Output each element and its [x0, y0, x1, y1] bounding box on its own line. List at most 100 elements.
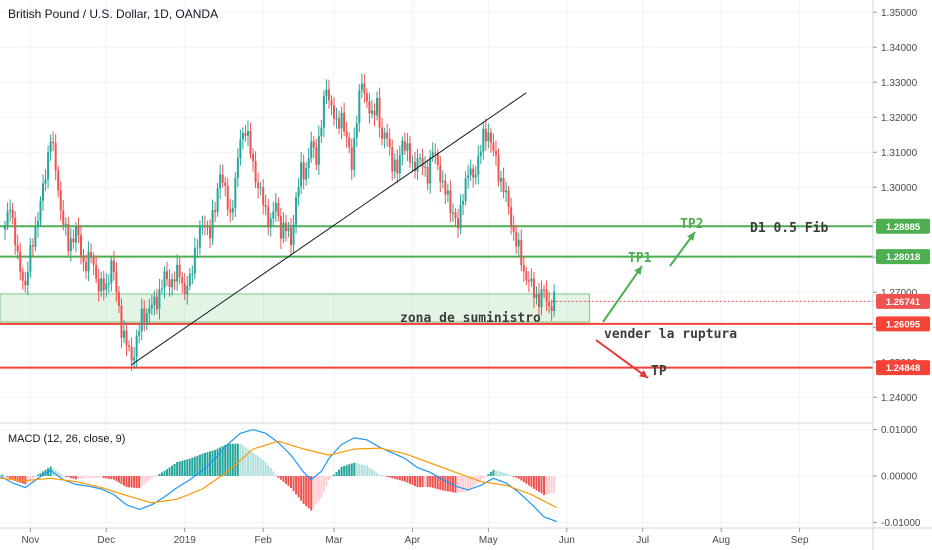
macd-histogram-bar [249, 450, 252, 476]
candle-body [107, 283, 110, 285]
macd-histogram-bar [284, 476, 287, 484]
macd-histogram-bar [95, 476, 98, 478]
macd-pane [0, 422, 932, 523]
candle-body [322, 96, 325, 128]
macd-histogram-bar [403, 476, 406, 482]
macd-histogram-bar [158, 473, 161, 476]
candle-body [191, 273, 194, 275]
macd-histogram-bar [295, 476, 298, 495]
candle-body [54, 143, 57, 171]
candle-body [95, 264, 98, 279]
macd-histogram-bar [59, 473, 62, 476]
macd-histogram-bar [388, 476, 391, 478]
candle-body [383, 132, 386, 139]
candle-body [464, 178, 467, 201]
candle-body [431, 152, 434, 157]
candle-body [479, 151, 482, 156]
macd-histogram-bar [441, 476, 444, 491]
macd-histogram-bar [424, 476, 427, 488]
candle-body [135, 335, 138, 358]
macd-histogram-bar [350, 463, 353, 476]
macd-histogram-bar [246, 449, 249, 476]
macd-tick-label: 0.00000 [881, 472, 918, 483]
candle-body [74, 226, 77, 243]
candle-body [360, 83, 363, 91]
macd-histogram-bar [36, 474, 39, 476]
annotation-d1-fib: D1 0.5 Fib [750, 221, 828, 236]
candle-body [259, 187, 262, 189]
macd-histogram-bar [120, 476, 123, 485]
macd-histogram-bar [515, 476, 518, 478]
macd-histogram-bar [520, 476, 523, 481]
macd-histogram-bar [221, 446, 224, 476]
candle-body [398, 155, 401, 174]
macd-histogram-bar [416, 476, 419, 488]
arrow-tp1 [602, 265, 643, 323]
candle-body [193, 248, 196, 274]
macd-histogram-bar [553, 476, 556, 494]
macd-histogram-bar [214, 449, 217, 476]
macd-histogram-bar [489, 471, 492, 476]
candle-body [388, 138, 391, 147]
macd-histogram-bar [426, 476, 429, 488]
macd-histogram-bar [115, 476, 118, 482]
macd-histogram-bar [540, 476, 543, 494]
macd-histogram-bar [287, 476, 290, 486]
macd-histogram-bar [219, 447, 222, 476]
macd-histogram-bar [355, 463, 358, 476]
candle-body [312, 141, 315, 148]
candle-body [505, 190, 508, 193]
arrow-tp-head [639, 370, 648, 378]
macd-histogram-bar [110, 476, 113, 480]
candle-body [168, 279, 171, 288]
candle-body [21, 271, 24, 281]
candle-body [325, 89, 328, 97]
candle-body [449, 190, 452, 213]
candle-body [4, 225, 7, 230]
macd-histogram-bar [545, 476, 548, 495]
candle-body [112, 260, 115, 273]
candle-body [406, 143, 409, 151]
macd-histogram-bar [206, 452, 209, 476]
candle-body [79, 235, 82, 256]
candle-body [85, 262, 88, 272]
macd-histogram-bar [502, 472, 505, 476]
macd-histogram-bar [484, 476, 487, 477]
candle-body [393, 159, 396, 172]
price-badge [876, 218, 930, 234]
candle-body [439, 165, 442, 182]
macd-histogram-bar [325, 476, 328, 486]
price-badge [876, 360, 930, 376]
macd-histogram-bar [122, 476, 125, 486]
candle-body [305, 168, 308, 180]
arrow-tp2-head [687, 232, 695, 241]
arrow-tp1-head [634, 266, 642, 275]
signal-line [0, 440, 557, 509]
candle-body [183, 282, 186, 295]
candle-body [348, 137, 351, 148]
macd-histogram-bar [487, 474, 490, 476]
macd-histogram-bar [368, 467, 371, 476]
macd-histogram-bar [360, 464, 363, 476]
candle-body [436, 153, 439, 166]
candle-body [188, 273, 191, 286]
candle-body [173, 279, 176, 282]
macd-histogram-bar [77, 476, 80, 480]
candle-body [350, 147, 353, 170]
candle-body [413, 162, 416, 172]
candle-body [59, 190, 62, 211]
candle-body [287, 227, 290, 232]
macd-histogram-bar [482, 476, 485, 479]
macd-histogram-bar [62, 475, 65, 477]
candle-body [11, 209, 14, 219]
macd-histogram-bar [512, 476, 515, 477]
macd-histogram-bar [459, 476, 462, 493]
candle-body [160, 288, 163, 290]
macd-histogram-bar [431, 476, 434, 488]
macd-histogram-bar [525, 476, 528, 484]
candle-body [249, 130, 252, 155]
macd-histogram-bar [87, 476, 90, 478]
candle-body [444, 180, 447, 195]
candle-body [365, 93, 368, 102]
